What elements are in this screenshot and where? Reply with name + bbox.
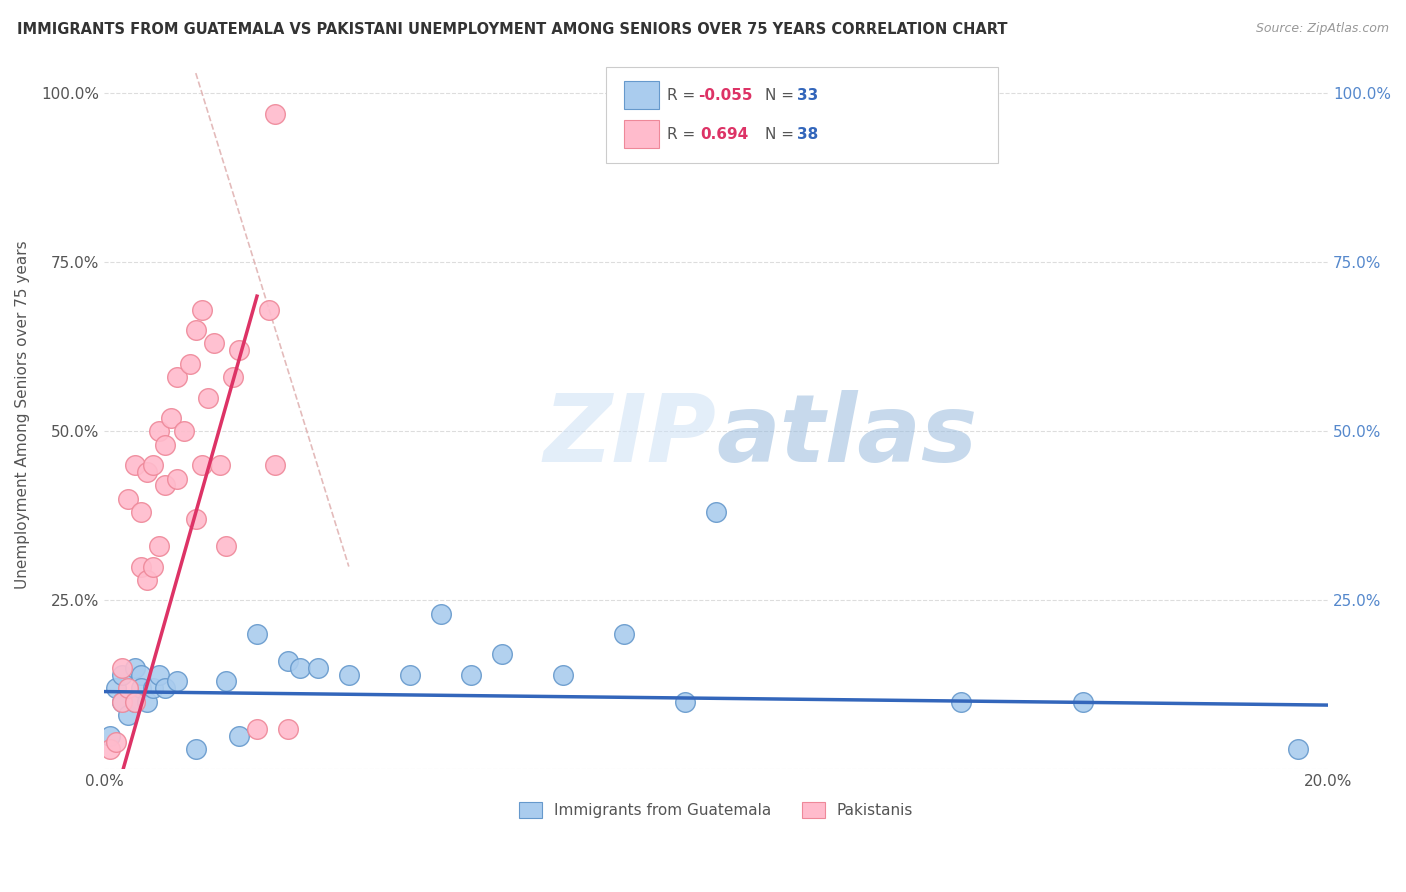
- Point: [135, 465, 157, 479]
- Point: [166, 674, 188, 689]
- Point: [228, 343, 250, 358]
- Point: [246, 627, 269, 641]
- Point: [142, 559, 165, 574]
- Point: [675, 695, 697, 709]
- Point: [117, 681, 139, 696]
- Point: [160, 410, 183, 425]
- Text: N =: N =: [765, 87, 799, 103]
- Point: [1286, 742, 1309, 756]
- Text: 0.694: 0.694: [700, 127, 748, 142]
- Point: [1071, 695, 1094, 709]
- Point: [111, 695, 134, 709]
- Point: [166, 472, 188, 486]
- Point: [704, 506, 727, 520]
- Point: [135, 695, 157, 709]
- Point: [98, 742, 121, 756]
- Point: [399, 667, 422, 681]
- Point: [129, 667, 152, 681]
- Point: [166, 370, 188, 384]
- Point: [264, 458, 287, 472]
- Point: [98, 729, 121, 743]
- Point: [246, 722, 269, 736]
- Y-axis label: Unemployment Among Seniors over 75 years: Unemployment Among Seniors over 75 years: [15, 240, 30, 589]
- Point: [124, 458, 146, 472]
- Point: [179, 357, 201, 371]
- FancyBboxPatch shape: [624, 81, 658, 110]
- Point: [184, 323, 207, 337]
- Point: [949, 695, 972, 709]
- Text: 38: 38: [797, 127, 818, 142]
- Text: R =: R =: [666, 127, 704, 142]
- Point: [129, 559, 152, 574]
- Text: R =: R =: [666, 87, 700, 103]
- Point: [197, 391, 219, 405]
- Point: [429, 607, 451, 621]
- Point: [105, 681, 128, 696]
- Point: [124, 661, 146, 675]
- Point: [129, 506, 152, 520]
- Point: [173, 425, 195, 439]
- Point: [153, 478, 176, 492]
- Text: -0.055: -0.055: [697, 87, 752, 103]
- Point: [215, 674, 238, 689]
- Point: [184, 512, 207, 526]
- Text: ZIP: ZIP: [543, 390, 716, 482]
- Point: [148, 425, 170, 439]
- Point: [111, 661, 134, 675]
- Point: [613, 627, 636, 641]
- Point: [124, 695, 146, 709]
- Point: [142, 458, 165, 472]
- Point: [264, 106, 287, 120]
- Point: [129, 681, 152, 696]
- Point: [215, 539, 238, 553]
- Text: 33: 33: [797, 87, 818, 103]
- Point: [111, 695, 134, 709]
- Point: [142, 681, 165, 696]
- Point: [491, 648, 513, 662]
- Point: [209, 458, 232, 472]
- Point: [111, 667, 134, 681]
- Point: [228, 729, 250, 743]
- FancyBboxPatch shape: [606, 67, 998, 162]
- Point: [551, 667, 574, 681]
- Point: [277, 722, 299, 736]
- Point: [191, 302, 214, 317]
- Point: [153, 438, 176, 452]
- Point: [257, 302, 280, 317]
- Text: Source: ZipAtlas.com: Source: ZipAtlas.com: [1256, 22, 1389, 36]
- Point: [288, 661, 311, 675]
- Text: atlas: atlas: [716, 390, 977, 482]
- Point: [221, 370, 243, 384]
- Point: [337, 667, 360, 681]
- FancyBboxPatch shape: [624, 120, 658, 148]
- Point: [202, 336, 225, 351]
- Point: [153, 681, 176, 696]
- Point: [460, 667, 482, 681]
- Legend: Immigrants from Guatemala, Pakistanis: Immigrants from Guatemala, Pakistanis: [512, 794, 921, 825]
- Point: [124, 695, 146, 709]
- Point: [148, 539, 170, 553]
- Point: [307, 661, 329, 675]
- Point: [148, 667, 170, 681]
- Point: [135, 573, 157, 587]
- Point: [184, 742, 207, 756]
- Point: [191, 458, 214, 472]
- Point: [277, 654, 299, 668]
- Point: [105, 735, 128, 749]
- Point: [117, 491, 139, 506]
- Text: N =: N =: [765, 127, 799, 142]
- Text: IMMIGRANTS FROM GUATEMALA VS PAKISTANI UNEMPLOYMENT AMONG SENIORS OVER 75 YEARS : IMMIGRANTS FROM GUATEMALA VS PAKISTANI U…: [17, 22, 1007, 37]
- Point: [117, 708, 139, 723]
